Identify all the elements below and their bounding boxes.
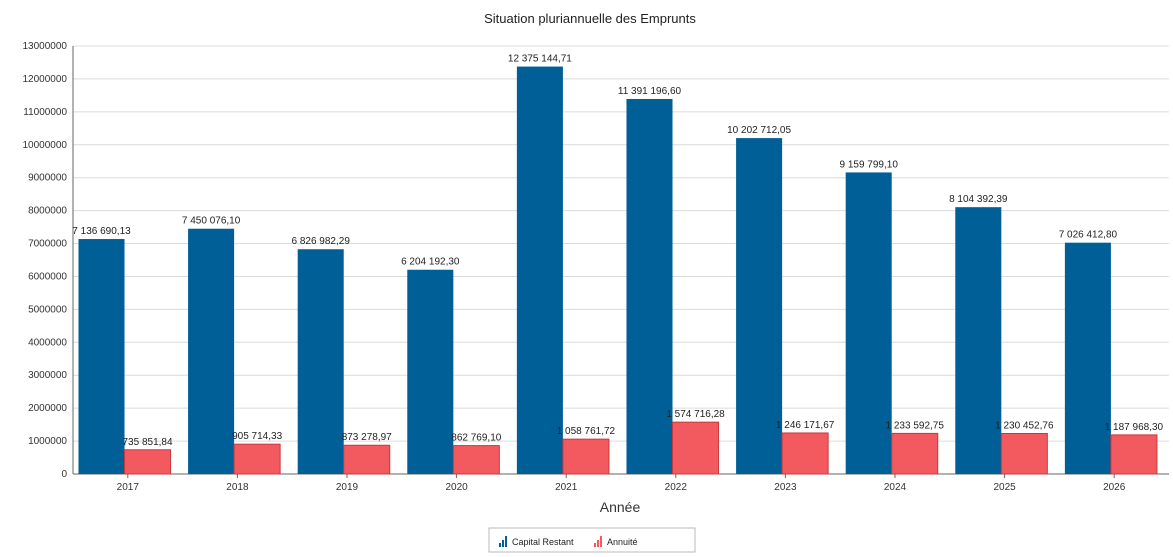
data-label: 11 391 196,60 <box>618 86 682 97</box>
y-tick-label: 11000000 <box>23 107 67 118</box>
bar-capital-restant[interactable] <box>188 228 235 474</box>
data-label: 6 826 982,29 <box>292 236 351 247</box>
x-tick-label: 2021 <box>555 482 578 493</box>
bar-capital-restant[interactable] <box>845 172 892 475</box>
data-label: 862 769,10 <box>451 433 501 444</box>
data-label: 7 450 076,10 <box>182 216 241 227</box>
bar-capital-restant[interactable] <box>955 207 1002 474</box>
bar-annuite[interactable] <box>343 444 391 475</box>
y-axis: 0 1000000 2000000 3000000 4000000 5000000 6000… <box>23 41 1169 480</box>
legend-label[interactable]: Capital Restant <box>512 537 574 547</box>
x-tick-label: 2017 <box>117 482 140 493</box>
bar-capital-restant[interactable] <box>516 66 563 475</box>
data-label: 1 233 592,75 <box>886 420 945 431</box>
data-label: 873 278,97 <box>342 432 392 443</box>
x-tick-label: 2018 <box>226 482 249 493</box>
y-tick-label: 9000000 <box>28 173 67 184</box>
x-tick-label: 2019 <box>336 482 359 493</box>
data-label: 9 159 799,10 <box>840 159 899 170</box>
data-label: 1 574 716,28 <box>666 409 725 420</box>
data-label: 6 204 192,30 <box>401 257 460 268</box>
bar-annuite[interactable] <box>452 445 500 475</box>
bar-capital-restant[interactable] <box>407 269 454 474</box>
x-tick-label: 2025 <box>993 482 1016 493</box>
y-tick-label: 10000000 <box>23 140 68 151</box>
y-tick-label: 1000000 <box>28 436 67 447</box>
chart-title: Situation pluriannuelle des Emprunts <box>484 11 696 26</box>
bar-capital-restant[interactable] <box>78 239 125 474</box>
gridlines <box>73 45 1169 475</box>
bar-annuite[interactable] <box>781 432 829 475</box>
legend[interactable]: Capital Restant Annuité <box>488 527 696 553</box>
x-tick-label: 2026 <box>1103 482 1126 493</box>
x-axis-title: Année <box>600 499 641 515</box>
legend-icon[interactable] <box>594 536 602 547</box>
x-tick-label: 2020 <box>445 482 468 493</box>
y-tick-label: 5000000 <box>28 304 67 315</box>
x-tick-label: 2022 <box>665 482 688 493</box>
bar-annuite[interactable] <box>562 438 610 475</box>
x-tick-label: 2024 <box>884 482 907 493</box>
data-label: 7 026 412,80 <box>1059 230 1118 241</box>
bar-annuite[interactable] <box>1110 434 1158 475</box>
y-tick-label: 4000000 <box>28 337 67 348</box>
data-label: 1 230 452,76 <box>995 420 1054 431</box>
y-tick-label: 8000000 <box>28 206 67 217</box>
y-tick-label: 0 <box>61 469 67 480</box>
data-label: 12 375 144,71 <box>508 54 572 65</box>
y-tick-label: 2000000 <box>28 403 67 414</box>
bar-annuite[interactable] <box>672 421 720 475</box>
bar-annuite[interactable] <box>124 449 172 475</box>
data-labels: 7 136 690,13 735 851,84 7 450 076,10 905 71… <box>72 54 1163 448</box>
x-tick-label: 2023 <box>774 482 797 493</box>
bar-annuite[interactable] <box>1000 432 1048 475</box>
bar-capital-restant[interactable] <box>626 98 673 474</box>
y-tick-label: 12000000 <box>23 74 68 85</box>
data-label: 10 202 712,05 <box>727 125 791 136</box>
bar-capital-restant[interactable] <box>736 138 783 474</box>
x-axis: 2017 2018 2019 2020 2021 2022 2023 2024 2025 2026 <box>117 474 1126 493</box>
data-label: 7 136 690,13 <box>72 226 131 237</box>
data-label: 1 246 171,67 <box>776 420 835 431</box>
y-tick-label: 3000000 <box>28 370 67 381</box>
legend-icon[interactable] <box>499 536 507 547</box>
y-tick-label: 13000000 <box>23 41 68 52</box>
data-label: 8 104 392,39 <box>949 194 1008 205</box>
bar-capital-restant[interactable] <box>297 249 344 474</box>
bars <box>78 66 1158 475</box>
y-tick-label: 6000000 <box>28 271 67 282</box>
data-label: 1 058 761,72 <box>557 426 616 437</box>
data-label: 1 187 968,30 <box>1105 422 1164 433</box>
y-tick-label: 7000000 <box>28 239 67 250</box>
data-label: 905 714,33 <box>232 431 282 442</box>
bar-annuite[interactable] <box>891 432 939 475</box>
data-label: 735 851,84 <box>122 437 172 448</box>
bar-capital-restant[interactable] <box>1064 242 1111 474</box>
bar-annuite[interactable] <box>233 443 281 475</box>
legend-box <box>488 527 696 553</box>
legend-label[interactable]: Annuité <box>607 537 638 547</box>
